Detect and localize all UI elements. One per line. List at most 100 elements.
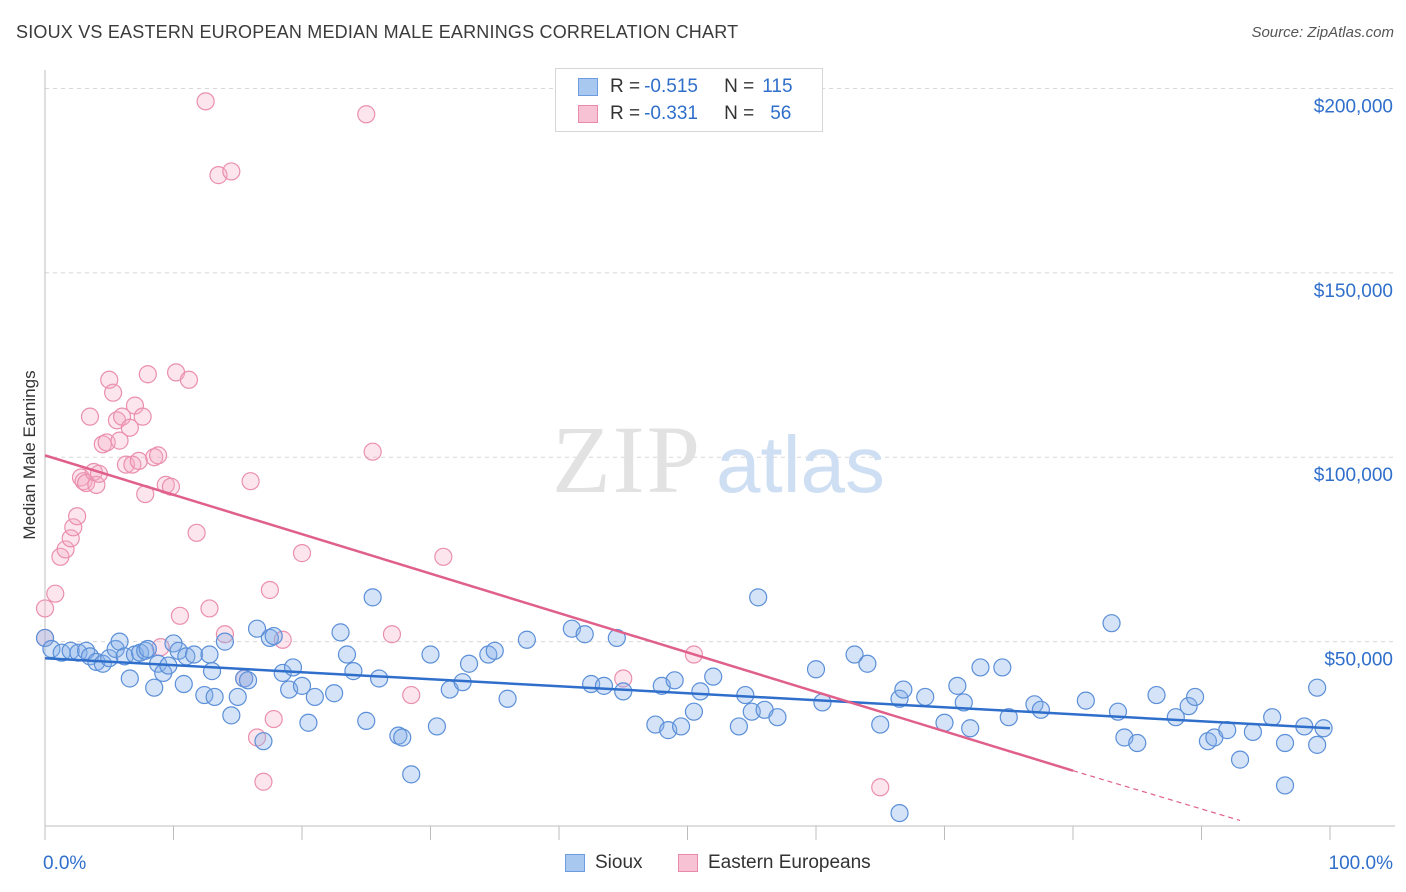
eastern-europeans-point [357, 105, 376, 124]
legend-swatch-sioux [578, 78, 598, 96]
sioux-point [331, 623, 350, 642]
sioux-point [684, 702, 704, 721]
y-tick-label: $200,000 [1314, 96, 1393, 117]
sioux-point [136, 641, 155, 660]
legend-r-value: -0.515 [644, 76, 698, 97]
sioux-point [871, 715, 890, 734]
sioux-point [890, 803, 909, 823]
sioux-point [993, 658, 1012, 677]
eastern-europeans-point [871, 778, 890, 797]
grid-lines [45, 87, 1395, 643]
eastern-europeans-point [68, 507, 87, 526]
eastern-europeans-point [254, 772, 273, 791]
eastern-europeans-point [222, 162, 241, 181]
trend-lines [44, 454, 1331, 822]
sioux-point [292, 676, 312, 695]
sioux-point [614, 682, 633, 701]
sioux-point [184, 645, 204, 664]
sioux-point [1179, 697, 1198, 716]
sioux-point [768, 708, 787, 727]
eastern-europeans-trend-line [44, 454, 1074, 772]
sioux-point [1076, 691, 1095, 710]
legend-swatch-eastern-europeans [678, 854, 698, 872]
sioux-point [427, 717, 447, 736]
sioux-point [890, 689, 909, 708]
sioux-point [337, 645, 357, 664]
eastern-europeans-point [187, 523, 206, 542]
sioux-point [238, 671, 258, 690]
sioux-point [1263, 708, 1282, 727]
bottom-legend-eastern-europeans[interactable]: Eastern Europeans [678, 852, 871, 874]
sioux-point [357, 711, 376, 730]
legend-n-label: N = [724, 76, 755, 97]
sioux-point [691, 682, 710, 701]
sioux-point [607, 628, 626, 648]
sioux-point [305, 687, 324, 707]
sioux-point [999, 708, 1018, 727]
sioux-point [1275, 733, 1295, 753]
chart-source: Source: ZipAtlas.com [1251, 24, 1394, 41]
eastern-europeans-point [104, 383, 123, 402]
chart-title: SIOUX VS EASTERN EUROPEAN MEDIAN MALE EA… [16, 22, 739, 42]
legend-row-eastern-europeans: R = -0.331 N = 56 [578, 102, 791, 126]
bottom-legend-sioux[interactable]: Sioux [565, 852, 643, 874]
y-tick-label: $50,000 [1324, 650, 1393, 671]
sioux-point [222, 706, 241, 725]
legend-n-label: N = [724, 103, 755, 124]
sioux-point [273, 663, 292, 683]
sioux-point [665, 671, 684, 690]
eastern-europeans-point [241, 472, 260, 491]
sioux-point [200, 645, 219, 664]
eastern-europeans-point [434, 547, 453, 566]
sioux-point [1128, 733, 1147, 753]
sioux-point [35, 628, 55, 648]
correlation-legend: R = -0.515 N = 115 R = -0.331 N = 56 [555, 68, 823, 132]
sioux-point [1230, 750, 1250, 769]
eastern-europeans-point [382, 625, 402, 644]
eastern-europeans-point [363, 442, 382, 461]
sioux-point [1031, 700, 1050, 719]
y-tick-labels: $50,000 $100,000 $150,000 $200,000 [1314, 96, 1393, 670]
eastern-europeans-points [35, 92, 890, 797]
legend-r-label: R = [610, 76, 641, 97]
watermark-zip: ZIP [552, 406, 702, 513]
sioux-point [299, 713, 318, 732]
sioux-point [704, 667, 723, 686]
sioux-point [459, 654, 479, 673]
sioux-point [575, 625, 594, 644]
x-tick-label: 100.0% [1329, 853, 1394, 874]
eastern-europeans-point [292, 544, 312, 563]
sioux-point [138, 639, 157, 659]
legend-n-value: 56 [770, 103, 792, 124]
sioux-point [215, 632, 234, 651]
sioux-trend-line [44, 656, 1331, 730]
eastern-europeans-point [215, 625, 234, 644]
sioux-point [344, 662, 363, 681]
eastern-europeans-point [260, 580, 279, 600]
sioux-point [729, 717, 749, 736]
eastern-europeans-point [64, 518, 83, 537]
sioux-point [228, 687, 247, 707]
sioux-point [749, 588, 768, 607]
sioux-point [858, 654, 877, 673]
eastern-europeans-point [133, 407, 152, 426]
sioux-point [325, 684, 344, 703]
sioux-points [35, 588, 1333, 823]
legend-swatch-sioux [565, 854, 585, 872]
eastern-europeans-point [264, 709, 283, 729]
sioux-point [247, 619, 267, 638]
sioux-point [1275, 776, 1295, 795]
sioux-point [1243, 722, 1263, 742]
sioux-point [916, 687, 935, 707]
sioux-point [421, 645, 440, 664]
eastern-europeans-point [110, 431, 129, 450]
eastern-europeans-point [196, 92, 215, 111]
eastern-europeans-point [148, 446, 168, 465]
legend-r-value: -0.331 [644, 103, 698, 124]
eastern-europeans-point [80, 407, 100, 426]
y-tick-label: $150,000 [1314, 281, 1393, 302]
sioux-point [498, 689, 517, 708]
sioux-point [370, 669, 389, 688]
legend-r-label: R = [610, 103, 641, 124]
eastern-europeans-point [170, 606, 190, 625]
